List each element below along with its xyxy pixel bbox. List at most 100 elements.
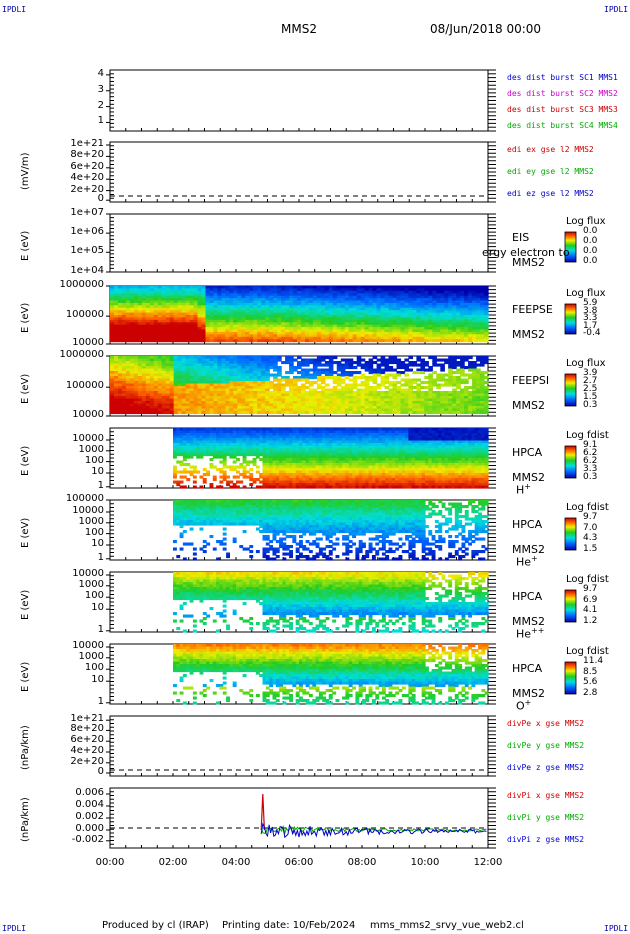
spectrogram-cell xyxy=(289,339,294,343)
spectrogram-cell xyxy=(125,406,131,410)
spectrogram-cell xyxy=(173,465,177,469)
spectrogram-cell xyxy=(225,290,230,294)
spectrogram-cell xyxy=(169,381,175,385)
spectrogram-cell xyxy=(392,305,398,309)
spectrogram-cell xyxy=(261,319,266,323)
spectrogram-cell xyxy=(480,356,485,360)
spectrogram-cell xyxy=(118,339,123,343)
spectrogram-cell xyxy=(269,310,274,314)
spectrogram-cell xyxy=(176,443,181,447)
spectrogram-cell xyxy=(293,339,298,343)
spectrogram-cell xyxy=(468,307,473,311)
spectrogram-cell xyxy=(452,406,457,410)
panel-frame-edi-e xyxy=(109,141,489,203)
spectrogram-cell xyxy=(356,298,362,302)
spectrogram-cell xyxy=(265,322,270,326)
spectrogram-cell xyxy=(289,290,294,294)
spectrogram-cell xyxy=(440,376,445,380)
spectrogram-cell xyxy=(265,305,270,309)
spectrogram-cell xyxy=(221,361,226,365)
spectrogram-cell xyxy=(320,401,326,405)
spectrogram-cell xyxy=(253,286,258,289)
spectrogram-cell xyxy=(185,317,191,321)
spectrogram-cell xyxy=(176,483,181,487)
spectrogram-cell xyxy=(217,403,222,407)
spectrogram-cell xyxy=(114,383,119,387)
spectrogram-cell xyxy=(225,295,230,299)
spectrogram-cell xyxy=(114,381,119,385)
spectrogram-cell xyxy=(157,300,163,304)
spectrogram-cell xyxy=(388,388,394,392)
spectrogram-cell xyxy=(118,388,123,392)
spectrogram-cell xyxy=(161,393,167,397)
spectrogram-cell xyxy=(114,411,119,415)
spectrogram-cell xyxy=(368,329,374,333)
spectrogram-cell xyxy=(197,310,203,314)
spectrogram-cell xyxy=(149,315,155,318)
spectrogram-cell xyxy=(121,305,127,309)
spectrogram-cell xyxy=(340,300,346,304)
spectrogram-cell xyxy=(221,363,226,367)
spectrogram-cell xyxy=(400,327,406,331)
spectrogram-cell xyxy=(277,310,282,314)
spectrogram-cell xyxy=(376,358,382,362)
spectrogram-cell xyxy=(237,356,242,360)
spectrogram-cell xyxy=(141,383,147,387)
spectrogram-cell xyxy=(225,300,230,304)
spectrogram-cell xyxy=(297,324,302,328)
spectrogram-cell xyxy=(384,319,390,323)
spectrogram-cell xyxy=(253,307,258,311)
spectrogram-cell xyxy=(448,290,453,294)
spectrogram-cell xyxy=(308,302,314,306)
spectrogram-cell xyxy=(118,312,123,316)
spectrogram-cell xyxy=(114,305,119,309)
spectrogram-cell xyxy=(328,356,334,360)
spectrogram-cell xyxy=(368,398,374,402)
spectrogram-cell xyxy=(177,391,183,395)
spectrogram-cell xyxy=(197,300,203,304)
spectrogram-cell xyxy=(376,386,382,390)
spectrogram-cell xyxy=(273,378,278,382)
spectrogram-cell xyxy=(336,317,342,321)
spectrogram-cell xyxy=(181,396,187,400)
spectrogram-cell xyxy=(118,286,123,289)
spectrogram-cell xyxy=(145,319,151,323)
spectrogram-cell xyxy=(125,358,131,362)
spectrogram-cell xyxy=(137,356,143,360)
spectrogram-cell xyxy=(217,401,222,405)
spectrogram-cell xyxy=(201,386,207,390)
spectrogram-cell xyxy=(253,288,258,292)
spectrogram-cell xyxy=(452,376,457,380)
spectrogram-cell xyxy=(261,391,266,395)
spectrogram-cell xyxy=(372,319,378,323)
spectrogram-cell xyxy=(237,286,242,289)
spectrogram-cell xyxy=(412,381,417,385)
spectrogram-cell xyxy=(225,403,230,407)
spectrogram-cell xyxy=(237,300,242,304)
spectrogram-cell xyxy=(237,298,242,302)
spectrogram-cell xyxy=(440,324,445,328)
spectrogram-cell xyxy=(201,383,207,387)
spectrogram-cell xyxy=(356,403,362,407)
spectrogram-cell xyxy=(412,339,417,343)
spectrogram-cell xyxy=(480,403,485,407)
spectrogram-cell xyxy=(400,396,406,400)
spectrogram-cell xyxy=(110,401,115,405)
spectrogram-cell xyxy=(189,310,195,314)
spectrogram-cell xyxy=(428,391,433,395)
spectrogram-cell xyxy=(177,398,183,402)
spectrogram-cell xyxy=(281,293,286,297)
spectrogram-cell xyxy=(285,305,290,309)
spectrogram-cell xyxy=(448,295,453,299)
spectrogram-cell xyxy=(328,403,334,407)
spectrogram-cell xyxy=(360,317,366,321)
spectrogram-cell xyxy=(249,376,254,380)
spectrogram-cell xyxy=(416,336,421,340)
spectrogram-cell xyxy=(125,396,131,400)
spectrogram-cell xyxy=(114,363,119,367)
spectrogram-cell xyxy=(149,327,155,331)
spectrogram-cell xyxy=(229,406,234,410)
spectrogram-cell xyxy=(181,310,187,314)
spectrogram-cell xyxy=(392,327,398,331)
spectrogram-cell xyxy=(324,310,330,314)
